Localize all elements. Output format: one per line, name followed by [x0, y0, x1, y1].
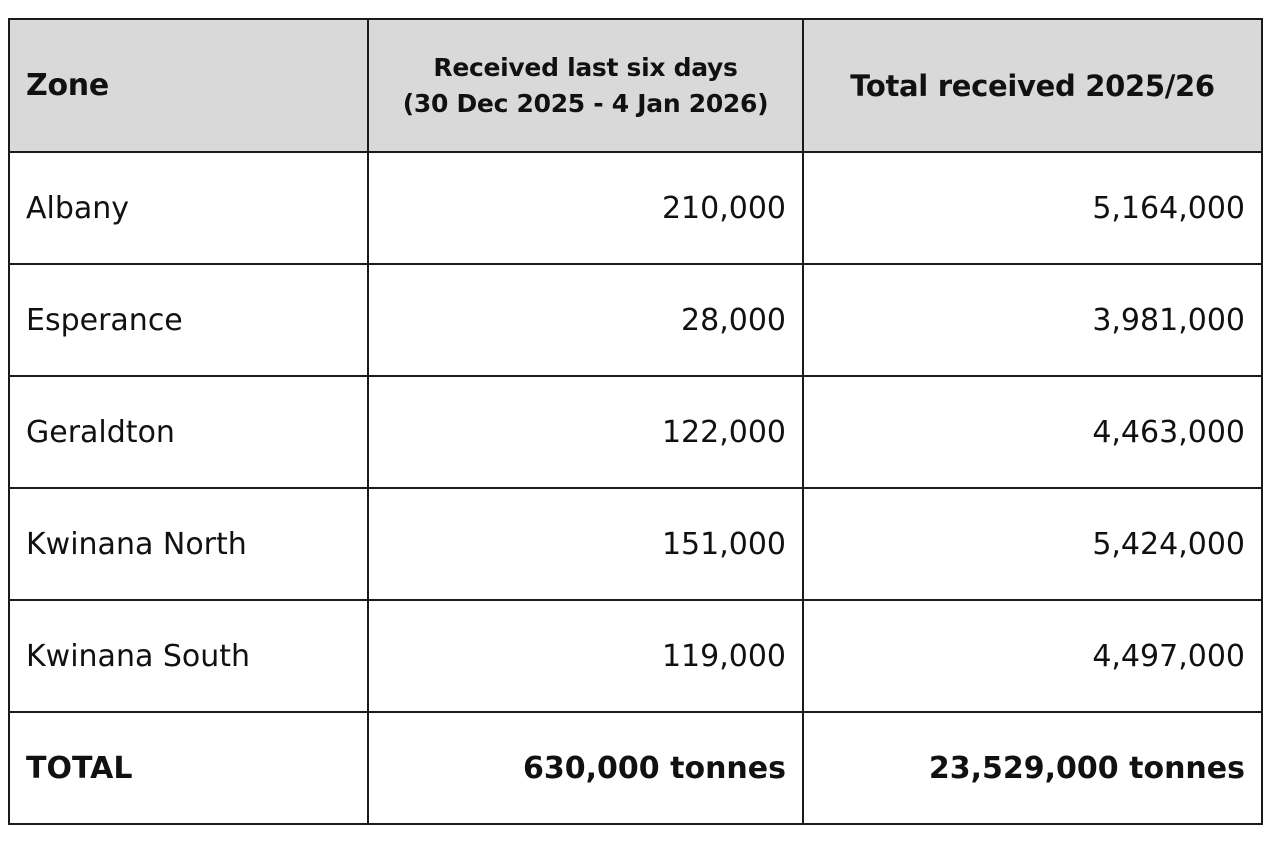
total-received-cell: 5,424,000	[802, 487, 1263, 601]
zone-cell: Kwinana South	[8, 599, 369, 713]
total-received-cell: 3,981,000	[802, 263, 1263, 377]
total-received-cell: 4,497,000	[802, 599, 1263, 713]
last-six-days-cell: 28,000	[367, 263, 804, 377]
zone-cell: Albany	[8, 151, 369, 265]
total-label: TOTAL	[8, 711, 369, 825]
header-last-six-days-title: Received last six days	[433, 52, 738, 82]
table-row: Kwinana North 151,000 5,424,000	[8, 487, 1263, 601]
header-last-six-days: Received last six days (30 Dec 2025 - 4 …	[367, 18, 804, 153]
zone-cell: Esperance	[8, 263, 369, 377]
table-row: Esperance 28,000 3,981,000	[8, 263, 1263, 377]
zone-cell: Geraldton	[8, 375, 369, 489]
header-row: Zone Received last six days (30 Dec 2025…	[8, 18, 1263, 153]
last-six-days-cell: 119,000	[367, 599, 804, 713]
zone-cell: Kwinana North	[8, 487, 369, 601]
total-received-cell: 5,164,000	[802, 151, 1263, 265]
table-row: Kwinana South 119,000 4,497,000	[8, 599, 1263, 713]
total-received-cell: 4,463,000	[802, 375, 1263, 489]
table-row: Albany 210,000 5,164,000	[8, 151, 1263, 265]
last-six-days-cell: 151,000	[367, 487, 804, 601]
header-zone: Zone	[8, 18, 369, 153]
total-row: TOTAL 630,000 tonnes 23,529,000 tonnes	[8, 711, 1263, 825]
total-received-season: 23,529,000 tonnes	[802, 711, 1263, 825]
last-six-days-cell: 210,000	[367, 151, 804, 265]
grain-receivals-table: Zone Received last six days (30 Dec 2025…	[8, 18, 1263, 825]
last-six-days-cell: 122,000	[367, 375, 804, 489]
header-last-six-days-range: (30 Dec 2025 - 4 Jan 2026)	[402, 88, 769, 118]
header-total-received: Total received 2025/26	[802, 18, 1263, 153]
total-last-six-days: 630,000 tonnes	[367, 711, 804, 825]
table-row: Geraldton 122,000 4,463,000	[8, 375, 1263, 489]
